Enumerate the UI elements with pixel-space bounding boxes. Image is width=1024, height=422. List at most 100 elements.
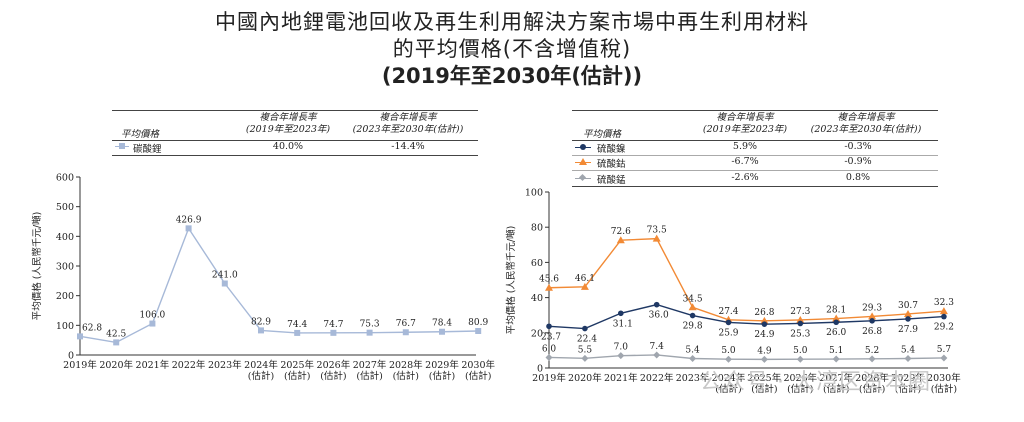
data-label: 45.6 (539, 275, 559, 285)
x-tick-label: (估計) (823, 383, 849, 395)
x-tick-label: 2029年 (891, 372, 925, 384)
data-label: 74.7 (323, 320, 343, 330)
right-col2-header-line2: (2023年至2030年(估計)) (810, 124, 922, 135)
data-label: 26.0 (826, 328, 846, 338)
data-point (546, 323, 552, 330)
data-point (616, 236, 625, 244)
right-row1-cagr1: 5.9% (732, 141, 758, 152)
circle-marker-icon (580, 144, 586, 150)
data-label: 31.1 (613, 319, 633, 329)
y-tick-label: 500 (56, 202, 74, 213)
data-label: 5.0 (793, 346, 808, 356)
right-table-col2-header: 複合年增長率 (2023年至2030年(估計)) (786, 112, 946, 136)
data-point (77, 333, 83, 340)
series-line-1 (548, 237, 944, 322)
data-label: 82.9 (251, 317, 271, 327)
x-tick-label: (估計) (751, 383, 777, 395)
data-label: 29.3 (862, 303, 882, 313)
right-row1-cagr2: -0.3% (844, 141, 872, 152)
y-tick-label: 0 (537, 364, 543, 375)
data-label: 78.4 (432, 319, 452, 329)
data-label: 7.4 (650, 342, 665, 352)
y-axis-label: 平均價格 (人民幣千元/噸) (505, 226, 517, 335)
y-tick-label: 0 (68, 351, 74, 362)
data-label: 34.5 (683, 294, 703, 304)
data-point (113, 339, 120, 346)
data-point (652, 234, 661, 242)
data-label: 24.9 (754, 330, 774, 340)
chart-title-line-2: 的平均價格(不含增值稅) (392, 37, 632, 61)
y-tick-label: 200 (56, 291, 74, 302)
x-tick-label: 2029年 (425, 359, 459, 371)
right-table-rule-bottom (572, 186, 938, 187)
data-point (580, 282, 589, 290)
data-point (475, 327, 482, 334)
x-tick-label: 2019年 (532, 372, 566, 384)
right-row3-cagr1: -2.6% (731, 172, 759, 183)
data-label: 5.2 (865, 346, 879, 356)
x-tick-label: 2030年 (461, 359, 495, 371)
left-col1-header-line1: 複合年增長率 (259, 112, 317, 123)
data-point (832, 314, 841, 322)
x-tick-label: (估計) (787, 383, 813, 395)
right-table-col0-header: 平均價格 (583, 129, 622, 140)
data-point (582, 325, 588, 332)
y-tick-label: 600 (56, 173, 74, 184)
data-point (653, 301, 660, 308)
data-point (832, 355, 840, 363)
data-label: 4.9 (757, 346, 772, 356)
x-tick-label: 2022年 (640, 372, 674, 384)
data-point (689, 354, 697, 362)
data-label: 27.4 (718, 307, 738, 317)
data-label: 29.8 (683, 322, 703, 332)
right-row2-cagr2: -0.9% (844, 156, 872, 167)
series-line-1 (79, 226, 479, 344)
data-point (940, 354, 948, 362)
left-table-col0-header: 平均價格 (121, 129, 160, 140)
left-table-rule-bottom (112, 155, 478, 156)
y-axis-label: 平均價格 (人民幣千元/噸) (31, 212, 43, 321)
data-point (581, 354, 589, 362)
x-tick-label: 2027年 (353, 359, 387, 371)
data-point (221, 280, 228, 287)
data-point (366, 329, 373, 336)
x-tick-label: 2021年 (136, 359, 170, 371)
x-tick-label: (估計) (429, 370, 455, 382)
left-col2-header-line2: (2023年至2030年(估計)) (352, 124, 464, 135)
data-point (402, 329, 409, 336)
right-table-rule-mid (572, 140, 938, 141)
x-tick-label: 2030年 (927, 372, 961, 384)
x-tick-label: (估計) (715, 383, 741, 395)
right-table-rule-row2 (572, 170, 938, 171)
right-col2-header-line1: 複合年增長率 (837, 112, 895, 123)
data-label: 5.4 (901, 345, 916, 355)
x-tick-label: 2028年 (855, 372, 889, 384)
x-tick-label: (估計) (284, 370, 310, 382)
x-tick-label: 2020年 (99, 359, 133, 371)
left-table-rule-top (112, 110, 478, 111)
data-label: 36.0 (649, 311, 669, 321)
y-tick-label: 40 (531, 293, 543, 304)
data-point (258, 327, 264, 334)
y-tick-label: 60 (531, 258, 543, 269)
x-tick-label: (估計) (859, 383, 885, 395)
x-tick-label: (估計) (931, 383, 957, 395)
y-tick-label: 300 (56, 262, 74, 273)
data-point (904, 309, 912, 317)
data-point (689, 312, 696, 319)
x-tick-label: 2027年 (819, 372, 853, 384)
left-row-cagr2: -14.4% (391, 141, 425, 152)
right-row2-cagr1: -6.7% (731, 156, 759, 167)
data-label: 27.3 (790, 307, 810, 317)
y-tick-label: 20 (531, 328, 543, 339)
data-label: 26.8 (862, 327, 882, 337)
data-point (905, 316, 911, 322)
right-row3-name: 硫酸錳 (597, 175, 626, 186)
data-point (796, 315, 805, 323)
right-col1-header-line2: (2019年至2023年) (702, 124, 788, 135)
data-point (618, 310, 624, 317)
data-label: 73.5 (647, 226, 667, 236)
x-tick-label: (估計) (356, 370, 382, 382)
data-point (688, 303, 697, 311)
